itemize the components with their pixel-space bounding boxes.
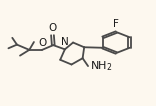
Text: NH$_2$: NH$_2$ [90,60,112,73]
Text: F: F [113,20,119,29]
Text: N: N [61,37,69,47]
Text: O: O [38,38,46,48]
Text: O: O [49,23,57,33]
